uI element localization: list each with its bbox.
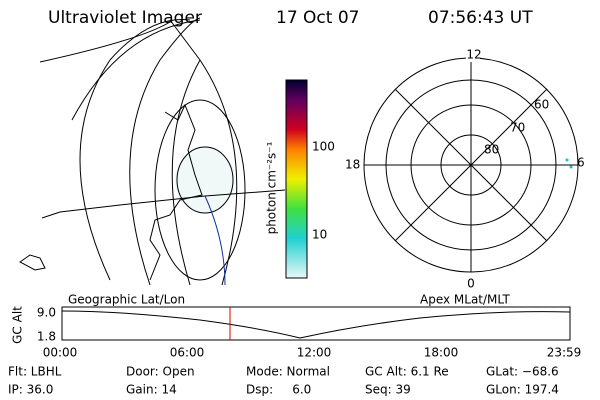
colorbar-unit: photon cm⁻²s⁻¹ (265, 141, 279, 234)
label-bg (466, 48, 480, 62)
coastline (19, 254, 46, 271)
date: 17 Oct 07 (276, 8, 359, 28)
strip-x-label: 23:59 (547, 346, 582, 360)
time: 07:56:43 UT (428, 8, 533, 28)
status: Door: Open (126, 365, 195, 379)
polar-label: 12 (466, 48, 481, 62)
status: GLon: 197.4 (486, 383, 559, 397)
altitude-curve (61, 310, 571, 339)
strip-x-label: 12:00 (297, 346, 332, 360)
strip-x-label: 18:00 (424, 346, 459, 360)
circle (154, 99, 246, 281)
map (19, 17, 286, 286)
strip-frame (61, 306, 571, 341)
polar-label: 18 (345, 158, 360, 172)
status: Flt: LBHL (8, 365, 62, 379)
colorbar-tick: 10 (312, 228, 327, 242)
polar-plot: 12 18 6 0 60 70 80 (345, 48, 585, 291)
status: Gain: 14 (126, 383, 177, 397)
ring-label: 70 (510, 121, 525, 135)
circle (176, 146, 234, 214)
status: Mode: Normal (246, 365, 330, 379)
parallel (39, 21, 171, 63)
coastline (149, 103, 203, 281)
strip-x-label: 00:00 (43, 346, 78, 360)
strip-title: Geographic Lat/Lon (68, 293, 185, 307)
parallel (41, 189, 286, 219)
status: Dsp: 6.0 (246, 383, 311, 397)
aurora-glow (175, 147, 235, 213)
strip-x-label: 06:00 (170, 346, 205, 360)
status: GLat: −68.6 (486, 365, 559, 379)
meridian (71, 19, 201, 121)
status: GC Alt: 6.1 Re (365, 365, 449, 379)
meridian (169, 19, 238, 286)
status: Seq: 39 (365, 383, 411, 397)
strip-axis-label: GC Alt (11, 306, 25, 344)
emission (565, 158, 569, 162)
instrument: Ultraviolet Imager (48, 8, 202, 28)
ring-label: 80 (484, 143, 499, 157)
polar-label: 0 (467, 277, 475, 291)
ring-label: 60 (534, 98, 549, 112)
status: IP: 36.0 (8, 383, 53, 397)
colorbar-tick: 100 (312, 140, 335, 154)
strip-title: Apex MLat/MLT (420, 293, 510, 307)
strip-y-label: 1.8 (37, 330, 56, 344)
meridian (171, 59, 201, 286)
emission (569, 165, 573, 169)
meridian (79, 19, 191, 281)
strip-y-label: 9.0 (37, 306, 56, 320)
meridian (129, 17, 201, 286)
colorbar (285, 79, 308, 279)
axis-line (394, 88, 548, 242)
polar-label: 6 (577, 156, 585, 170)
track (204, 195, 226, 286)
